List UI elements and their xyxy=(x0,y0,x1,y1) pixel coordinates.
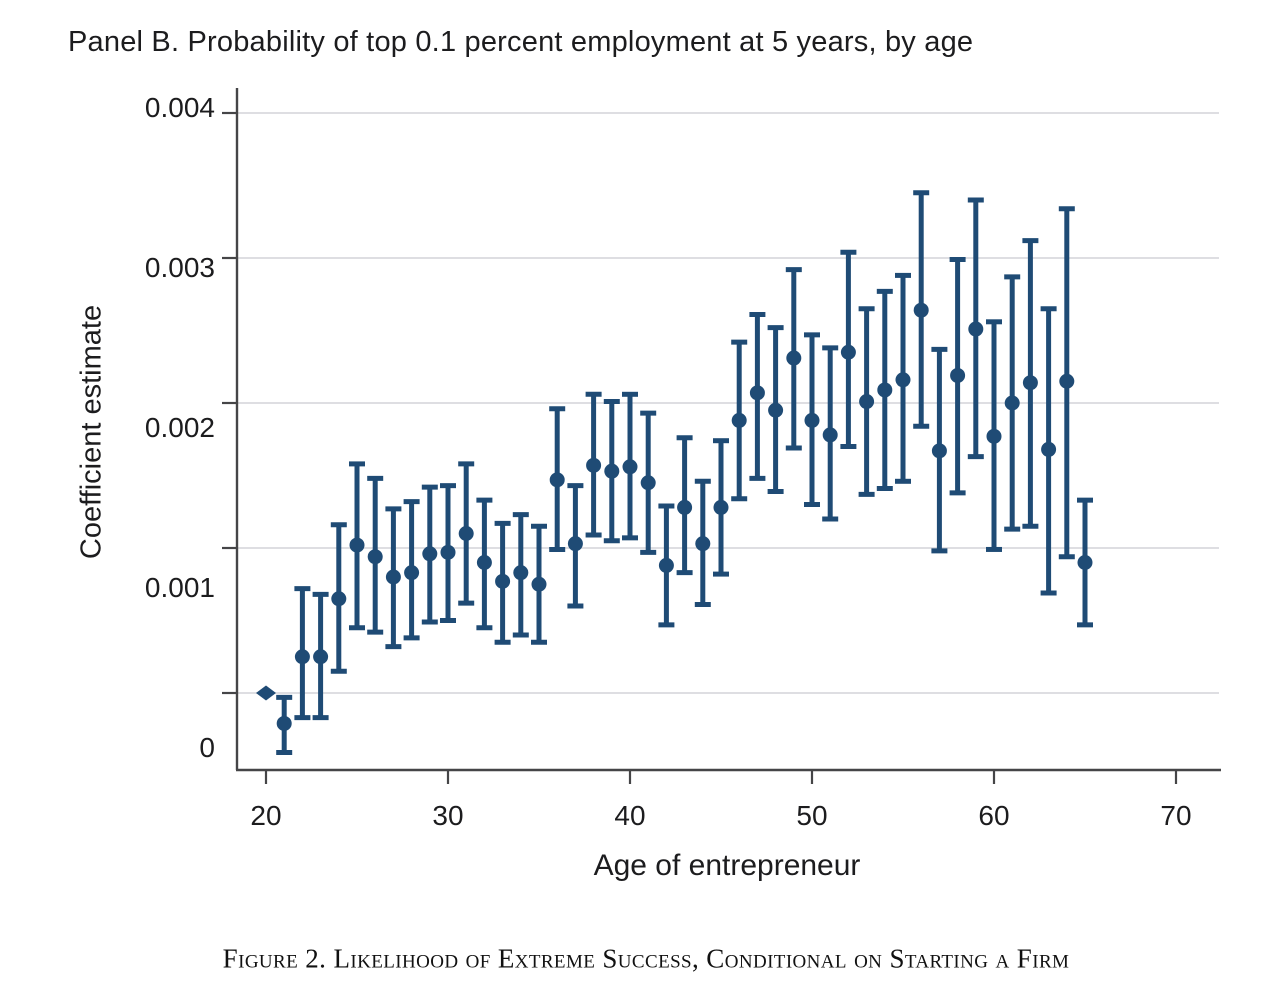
data-point xyxy=(749,385,765,401)
data-point xyxy=(1077,555,1093,570)
data-point xyxy=(768,402,784,418)
data-point xyxy=(349,537,365,553)
data-point xyxy=(804,412,820,428)
data-point xyxy=(313,649,329,665)
data-point xyxy=(513,565,529,581)
data-point xyxy=(968,321,984,337)
data-point xyxy=(476,555,492,570)
data-point xyxy=(786,350,802,366)
data-point xyxy=(877,382,893,398)
y-tick-label: 0 xyxy=(199,732,215,763)
data-point xyxy=(367,549,383,565)
data-point xyxy=(276,715,292,731)
data-point xyxy=(385,569,401,585)
data-point xyxy=(731,412,747,428)
y-tick-label: 0.003 xyxy=(145,252,215,283)
panel-title: Panel B. Probability of top 0.1 percent … xyxy=(68,26,974,58)
data-point xyxy=(695,536,711,552)
data-point xyxy=(331,591,347,607)
x-tick-label: 40 xyxy=(614,800,645,831)
data-point xyxy=(1041,441,1057,457)
x-tick-label: 60 xyxy=(978,800,1009,831)
y-tick-label: 0.002 xyxy=(145,412,215,443)
data-point xyxy=(913,302,929,318)
x-axis-title: Age of entrepreneur xyxy=(593,849,861,882)
data-point xyxy=(1022,375,1038,391)
x-tick-label: 20 xyxy=(250,800,281,831)
data-point xyxy=(895,372,911,388)
data-point xyxy=(294,649,310,665)
data-point xyxy=(622,459,638,475)
x-tick-label: 50 xyxy=(796,800,827,831)
data-point xyxy=(840,344,856,360)
figure-caption: Figure 2. Likelihood of Extreme Success,… xyxy=(222,943,1070,974)
data-point xyxy=(658,557,674,573)
data-point xyxy=(640,475,656,491)
data-point xyxy=(1004,395,1020,411)
data-point xyxy=(713,499,729,515)
data-point xyxy=(931,443,947,459)
data-point xyxy=(458,526,474,541)
x-tick-label: 30 xyxy=(432,800,463,831)
data-point xyxy=(1059,373,1075,389)
data-point xyxy=(586,457,602,473)
y-tick-label: 0.001 xyxy=(145,572,215,603)
data-point xyxy=(677,499,693,515)
data-point xyxy=(986,428,1002,444)
data-point xyxy=(549,472,565,488)
x-tick-label: 70 xyxy=(1160,800,1191,831)
data-point xyxy=(950,367,966,383)
data-point xyxy=(404,565,420,581)
data-point xyxy=(495,573,511,589)
coefficient-plot: 0 0.001 0.002 0.003 0.004 20 30 40 50 60 70 xyxy=(145,88,1221,831)
data-point xyxy=(422,546,438,562)
y-tick-label: 0.004 xyxy=(145,92,215,123)
data-point xyxy=(822,427,838,443)
data-point xyxy=(859,394,875,410)
data-point xyxy=(604,463,620,479)
reference-data-point-diamond xyxy=(256,685,276,701)
data-point xyxy=(567,536,583,552)
data-point xyxy=(531,576,547,592)
data-point xyxy=(440,544,456,560)
